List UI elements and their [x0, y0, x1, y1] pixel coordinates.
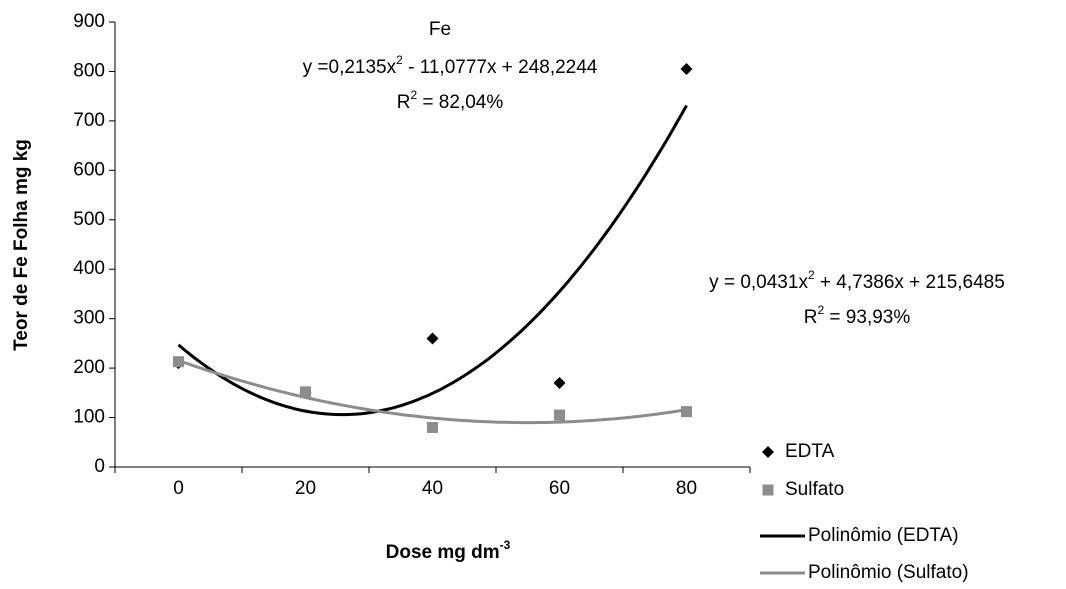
point — [680, 62, 693, 75]
point — [554, 409, 565, 421]
x-tick-label: 80 — [676, 478, 697, 499]
trend-equation-part: y =0,2135x — [303, 57, 397, 78]
trend-equation-part: R — [397, 92, 411, 113]
y-tick-label: 0 — [94, 456, 105, 477]
trend-equation: y = 0,0431x2 + 4,7386x + 215,6485 — [709, 268, 1005, 293]
legend-label: Sulfato — [785, 479, 844, 500]
x-axis-label-part: Dose mg dm — [386, 542, 500, 563]
y-tick-label: 700 — [73, 110, 105, 131]
trend-equation-part: = 82,04% — [417, 92, 503, 113]
x-tick-label: 20 — [295, 478, 316, 499]
trend-equation-part: = 93,93% — [824, 307, 910, 328]
x-tick-label: 60 — [549, 478, 570, 499]
y-axis-label: Teor de Fe Folha mg kg — [11, 139, 32, 351]
point — [426, 332, 439, 345]
x-tick-label: 0 — [173, 478, 184, 499]
legend-marker — [762, 484, 774, 496]
trend-equation: R2 = 93,93% — [804, 303, 911, 328]
y-tick-label: 600 — [73, 159, 105, 180]
y-tick-label: 300 — [73, 308, 105, 329]
trend-equation-part: - 11,0777x + 248,2244 — [403, 57, 598, 78]
y-tick-label: 200 — [73, 357, 105, 378]
legend-label: Polinômio (EDTA) — [808, 525, 959, 546]
y-tick-label: 100 — [73, 407, 105, 428]
point — [553, 376, 566, 389]
point — [173, 356, 184, 368]
trend-equation-part: y = 0,0431x — [709, 272, 808, 293]
chart-title: Fe — [429, 19, 451, 40]
trend-equation-part: 2 — [817, 303, 824, 317]
x-axis-label-part: -3 — [500, 538, 511, 552]
point — [300, 386, 311, 398]
y-tick-label: 400 — [73, 258, 105, 279]
y-tick-label: 800 — [73, 60, 105, 81]
trend-equation-part: 2 — [410, 88, 417, 102]
trend-equation: y =0,2135x2 - 11,0777x + 248,2244 — [303, 53, 598, 78]
y-tick-label: 900 — [73, 11, 105, 32]
point — [681, 406, 692, 418]
point — [427, 421, 438, 433]
trendline — [177, 104, 688, 417]
x-axis-label: Dose mg dm-3 — [386, 538, 511, 563]
trend-equation-part: + 4,7386x + 215,6485 — [815, 272, 1005, 293]
trend-equation-part: 2 — [396, 53, 403, 67]
y-tick-label: 500 — [73, 209, 105, 230]
legend-label: EDTA — [785, 441, 835, 462]
x-tick-label: 40 — [422, 478, 443, 499]
legend-label: Polinômio (Sulfato) — [808, 562, 969, 583]
trend-equation-part: R — [804, 307, 818, 328]
trend-equation-part: 2 — [808, 268, 815, 282]
legend-marker — [762, 446, 774, 458]
trend-equation: R2 = 82,04% — [397, 88, 504, 113]
trendline — [178, 359, 687, 425]
